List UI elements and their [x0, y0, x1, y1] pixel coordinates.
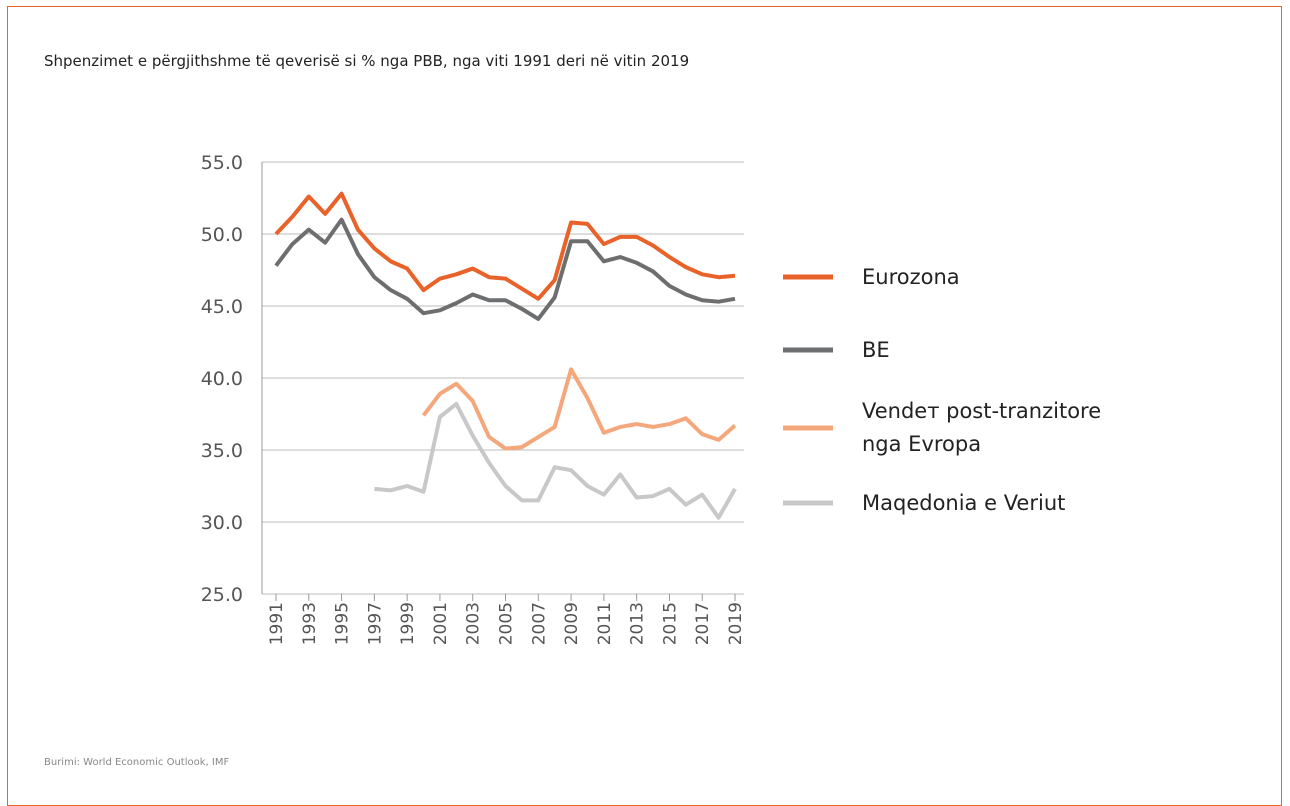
chart-title: Shpenzimet e përgjithshme të qeverisë si… — [44, 52, 690, 70]
x-tick-label: 1993 — [300, 602, 320, 645]
series-line — [374, 401, 737, 520]
legend-label: Eurozona — [862, 264, 960, 289]
y-tick-label: 30.0 — [201, 512, 243, 534]
x-tick-label: 2009 — [562, 602, 582, 645]
x-tick-label: 1995 — [333, 602, 353, 645]
legend-label: BE — [862, 337, 890, 362]
series-line — [274, 217, 736, 321]
y-tick-label: 50.0 — [201, 224, 243, 246]
x-tick-label: 2003 — [464, 602, 484, 645]
x-tick-label: 1997 — [365, 602, 385, 645]
legend-label: Maqedonia e Veriut — [862, 490, 1066, 515]
y-tick-label: 45.0 — [201, 296, 243, 318]
x-tick-label: 2019 — [726, 602, 746, 645]
x-tick-label: 2011 — [595, 602, 615, 645]
x-tick-label: 2001 — [431, 602, 451, 645]
y-tick-label: 35.0 — [201, 440, 243, 462]
series-line — [274, 191, 736, 301]
x-tick-label: 2005 — [497, 602, 517, 645]
y-tick-label: 55.0 — [201, 152, 243, 174]
x-tick-label: 1991 — [267, 602, 287, 645]
y-tick-label: 25.0 — [201, 584, 243, 606]
x-tick-label: 2013 — [628, 602, 648, 645]
source-note: Burimi: World Economic Outlook, IMF — [44, 757, 230, 768]
legend-label: Vendeт post-tranzitore nga Evropa — [862, 399, 1102, 456]
x-tick-label: 2007 — [529, 602, 549, 645]
x-tick-label: 1999 — [398, 602, 418, 645]
x-tick-label: 2015 — [660, 602, 680, 645]
x-tick-label: 2017 — [693, 602, 713, 645]
y-tick-label: 40.0 — [201, 368, 243, 390]
series-line — [421, 367, 737, 451]
